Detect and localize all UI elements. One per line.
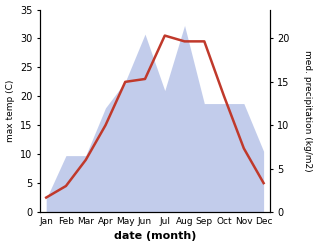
Y-axis label: med. precipitation (kg/m2): med. precipitation (kg/m2) bbox=[303, 50, 313, 172]
Y-axis label: max temp (C): max temp (C) bbox=[5, 80, 15, 142]
X-axis label: date (month): date (month) bbox=[114, 231, 196, 242]
